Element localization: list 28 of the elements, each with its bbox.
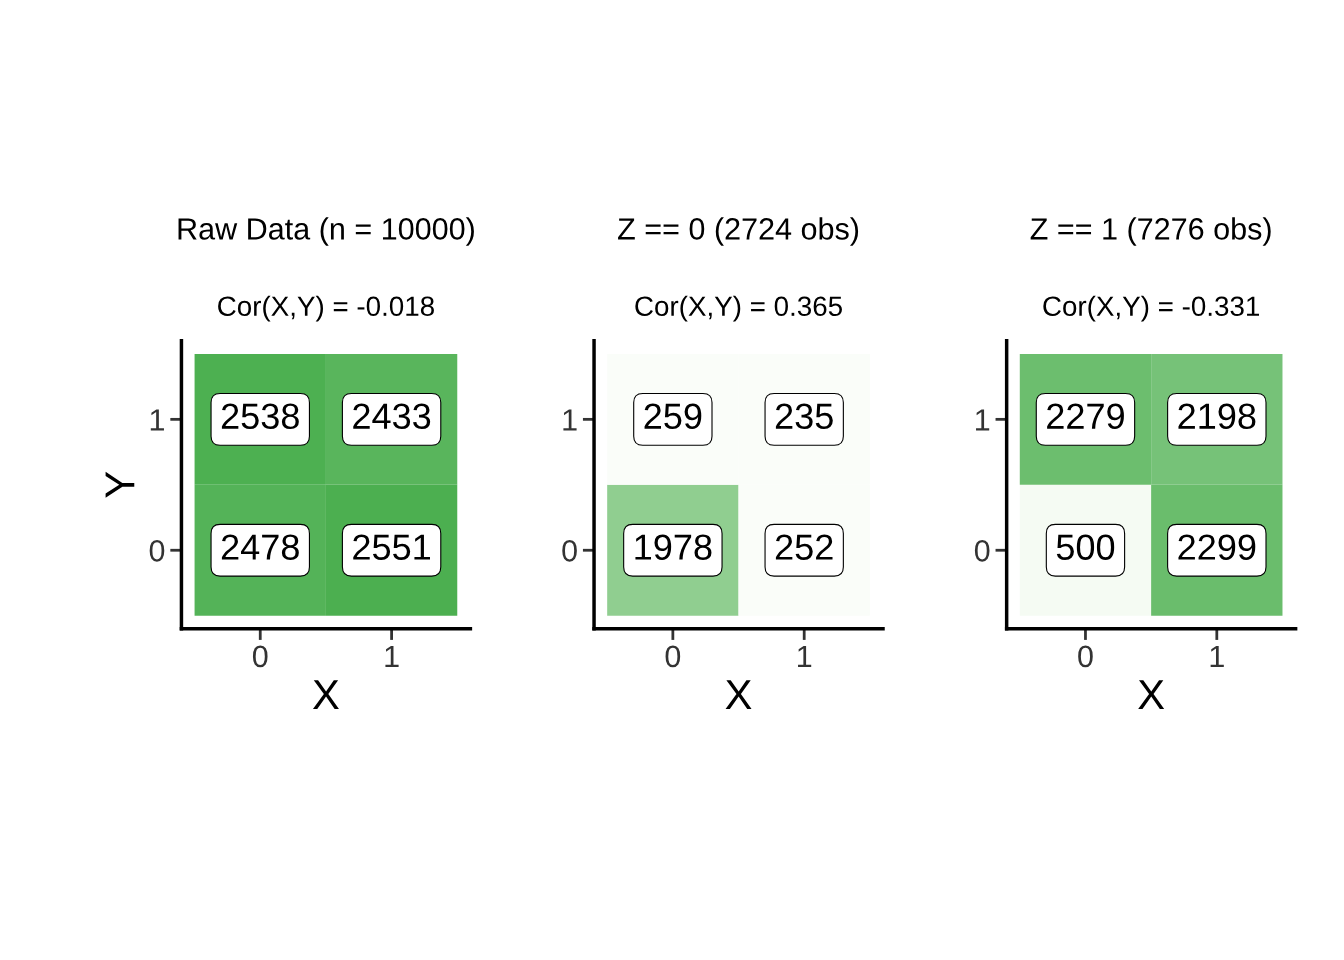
data-label: 2279 [1047, 403, 1124, 430]
chart-subtitle: Cor(X,Y) = 0.365 [635, 295, 842, 322]
x-tick-label: 1 [798, 645, 812, 667]
chart-subtitle: Cor(X,Y) = -0.331 [1043, 295, 1260, 322]
x-axis-title: X [312, 680, 339, 710]
x-tick-label: 1 [385, 645, 399, 667]
y-axis-title: Y [105, 471, 135, 498]
x-axis-title: X [1138, 680, 1165, 710]
data-label: 1978 [635, 534, 712, 560]
data-label: 252 [775, 534, 833, 560]
data-label: 2551 [353, 534, 430, 560]
x-axis-title: X [725, 680, 752, 710]
data-label: 2478 [221, 534, 299, 560]
data-label: 2538 [221, 403, 299, 430]
chart-subtitle: Cor(X,Y) = -0.018 [218, 295, 434, 322]
x-tick-label: 0 [665, 645, 681, 668]
data-label: 500 [1056, 534, 1115, 560]
data-label: 2433 [353, 403, 431, 430]
chart-title: Raw Data (n = 10000) [178, 217, 474, 246]
data-label: 2299 [1178, 534, 1256, 560]
x-tick-label: 0 [1078, 645, 1093, 668]
chart-title: Z == 0 (2724 obs) [618, 217, 859, 246]
chart-title: Z == 1 (7276 obs) [1030, 217, 1271, 246]
data-label: 235 [775, 403, 833, 430]
data-label: 2198 [1178, 403, 1256, 430]
x-tick-label: 0 [252, 645, 268, 668]
data-label: 259 [644, 403, 702, 430]
x-tick-label: 1 [1210, 645, 1224, 667]
